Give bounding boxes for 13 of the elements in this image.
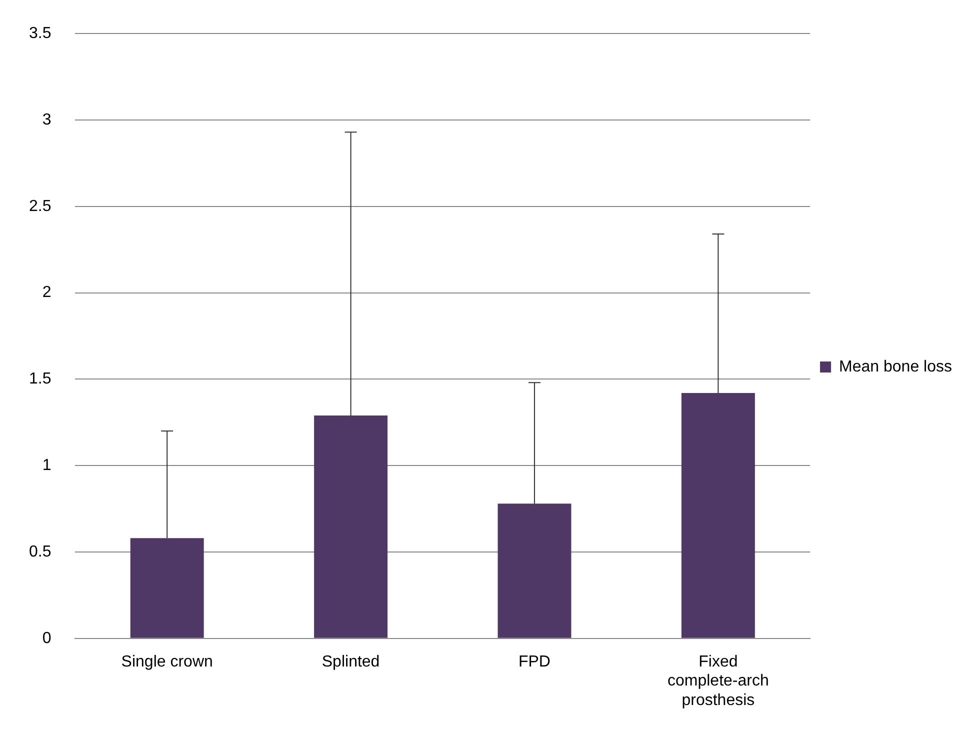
x-tick-label: Fixed complete-arch prosthesis [668,653,769,709]
y-tick-label: 1.5 [28,370,52,388]
y-tick-label: 3 [42,111,52,128]
y-tick-label: 2 [42,284,52,302]
y-tick-label: 3.5 [28,25,52,42]
x-tick-label: Single crown [121,653,213,670]
y-tick-label: 0.5 [28,543,52,560]
x-tick-label: FPD [518,653,550,670]
legend-label: Mean bone loss [839,358,952,376]
y-tick-label: 2.5 [28,198,52,215]
y-tick-label: 0 [42,630,52,647]
x-tick-label: Splinted [322,653,380,670]
y-tick-label: 1 [42,457,52,474]
